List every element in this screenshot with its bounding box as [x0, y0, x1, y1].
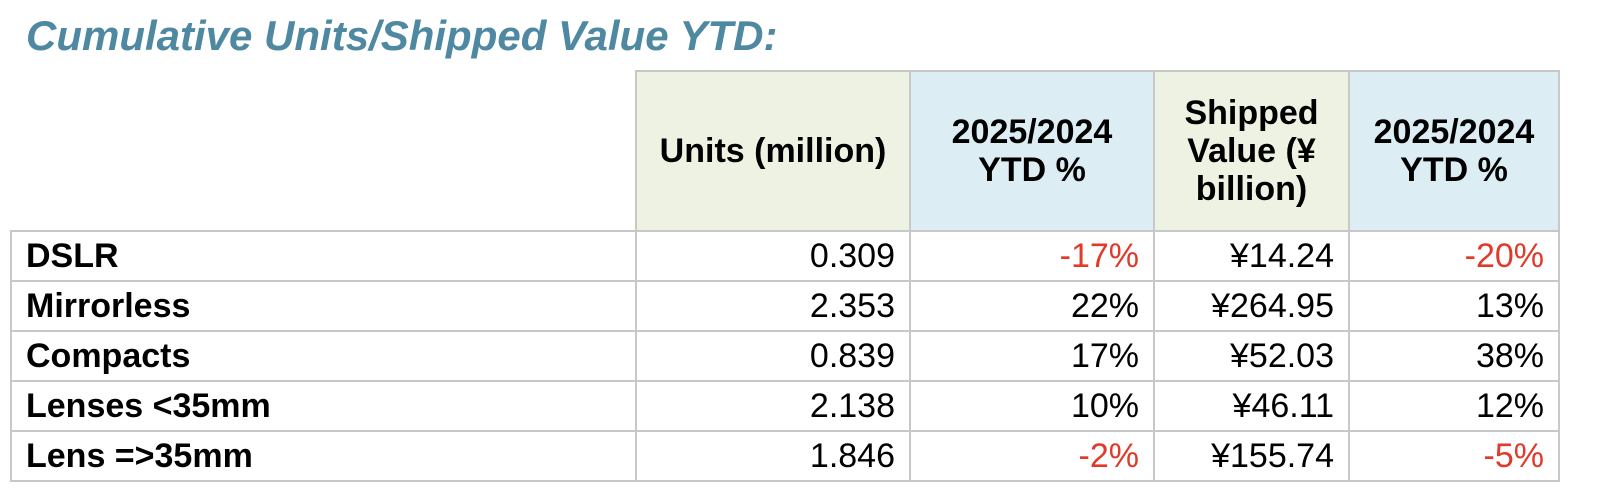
row-label: DSLR — [10, 230, 637, 282]
cell-value: ¥155.74 — [1153, 430, 1350, 482]
cell-value-pct: -5% — [1348, 430, 1560, 482]
row-label: Lenses <35mm — [10, 380, 637, 432]
cell-value: ¥14.24 — [1153, 230, 1350, 282]
cell-units-pct: -2% — [909, 430, 1155, 482]
cell-units-pct: 10% — [909, 380, 1155, 432]
cell-value-pct: 13% — [1348, 280, 1560, 332]
table-row: Lenses <35mm 2.138 10% ¥46.11 12% — [10, 380, 1560, 432]
header-blank — [11, 71, 637, 232]
row-label: Lens =>35mm — [10, 430, 637, 482]
table-row: Lens =>35mm 1.846 -2% ¥155.74 -5% — [10, 430, 1560, 482]
table-title: Cumulative Units/Shipped Value YTD: — [26, 12, 778, 59]
table-row: Compacts 0.839 17% ¥52.03 38% — [10, 330, 1560, 382]
table-row: Mirrorless 2.353 22% ¥264.95 13% — [10, 280, 1560, 332]
row-label: Compacts — [10, 330, 637, 382]
cell-value-pct: 38% — [1348, 330, 1560, 382]
cell-value: ¥46.11 — [1153, 380, 1350, 432]
cell-units: 1.846 — [635, 430, 911, 482]
cell-units: 2.138 — [635, 380, 911, 432]
row-label: Mirrorless — [10, 280, 637, 332]
cell-value-pct: 12% — [1348, 380, 1560, 432]
header-units-pct: 2025/2024 YTD % — [909, 70, 1155, 232]
data-table: Units (million) 2025/2024 YTD % Shipped … — [10, 70, 1560, 482]
cell-units: 0.309 — [635, 230, 911, 282]
header-value-pct: 2025/2024 YTD % — [1348, 70, 1560, 232]
cell-units-pct: -17% — [909, 230, 1155, 282]
header-value: Shipped Value (¥ billion) — [1153, 70, 1350, 232]
cell-value-pct: -20% — [1348, 230, 1560, 282]
cell-units-pct: 17% — [909, 330, 1155, 382]
header-units: Units (million) — [635, 70, 911, 232]
cell-units: 2.353 — [635, 280, 911, 332]
cell-value: ¥264.95 — [1153, 280, 1350, 332]
cell-units-pct: 22% — [909, 280, 1155, 332]
cell-value: ¥52.03 — [1153, 330, 1350, 382]
cell-units: 0.839 — [635, 330, 911, 382]
table-row: DSLR 0.309 -17% ¥14.24 -20% — [10, 230, 1560, 282]
